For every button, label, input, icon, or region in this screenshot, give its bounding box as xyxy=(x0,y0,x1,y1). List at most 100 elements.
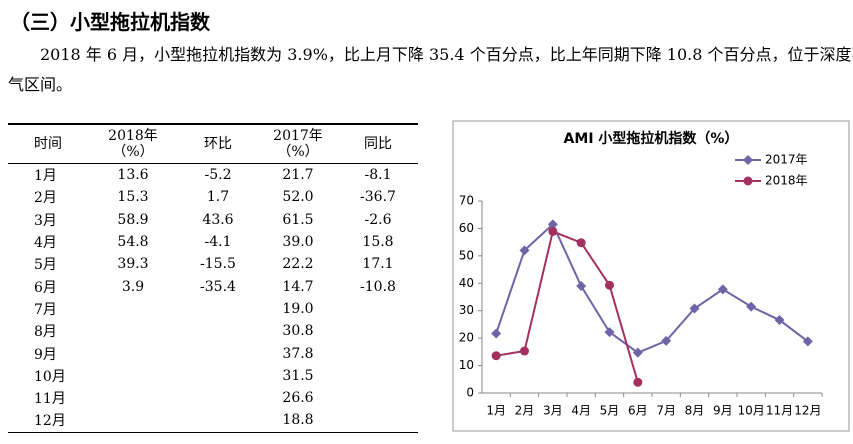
y-tick-label: 10 xyxy=(459,358,474,372)
table-row: 11月 26.6 xyxy=(8,387,418,409)
table-cell: 2月 xyxy=(34,190,57,207)
header-line: （%） xyxy=(277,144,319,160)
table-cell: -4.1 xyxy=(204,234,232,251)
table-row: 2月 15.3 1.7 52.0 -36.7 xyxy=(8,186,418,208)
table-cell: -10.8 xyxy=(360,278,396,295)
table-cell: 54.8 xyxy=(117,234,149,251)
x-tick-label: 2月 xyxy=(515,404,535,418)
data-table: 时间 2018年 （%） 环比 2017年 （%） 同比 1月 13.6 -5.2 21.7 -8.… xyxy=(8,123,418,433)
column-header: 环比 xyxy=(178,123,258,164)
table-cell: 15.3 xyxy=(117,189,149,206)
table-cell: -2.6 xyxy=(364,211,392,228)
y-tick-label: 0 xyxy=(466,386,474,400)
table-cell: 3.9 xyxy=(121,278,145,295)
y-tick-label: 60 xyxy=(459,221,474,235)
table-body: 1月 13.6 -5.2 21.7 -8.1 2月 15.3 1.7 52.0 -36.7 3月 58… xyxy=(8,164,418,433)
point xyxy=(802,336,813,347)
table-cell: 1.7 xyxy=(206,189,230,206)
table-cell xyxy=(178,409,258,433)
table-row: 4月 54.8 -4.1 39.0 15.8 xyxy=(8,231,418,253)
point xyxy=(632,347,643,358)
y-tick-label: 20 xyxy=(459,331,474,345)
x-tick-label: 7月 xyxy=(656,404,676,418)
y-tick-label: 70 xyxy=(459,194,474,208)
table-cell: 61.5 xyxy=(282,211,314,228)
table-cell: 58.9 xyxy=(117,211,149,228)
heading: （三）小型拖拉机指数 xyxy=(10,10,210,34)
header-line: 同比 xyxy=(364,136,392,152)
point xyxy=(604,327,615,338)
series-line xyxy=(495,222,809,354)
point xyxy=(547,219,558,230)
table-cell: 15.8 xyxy=(362,234,394,251)
header-row: 时间 2018年 （%） 环比 2017年 （%） 同比 xyxy=(8,123,418,164)
table-cell: -15.5 xyxy=(200,256,236,273)
table-cell: -35.4 xyxy=(200,278,236,295)
table-cell: 4月 xyxy=(34,235,57,252)
table-cell: 12月 xyxy=(8,409,88,433)
point xyxy=(576,238,586,248)
table-cell: 37.8 xyxy=(282,345,314,362)
point xyxy=(689,303,700,314)
point xyxy=(746,301,757,312)
table-cell xyxy=(88,409,178,433)
table-cell xyxy=(338,409,418,433)
column-header: 2018年 （%） xyxy=(88,123,178,164)
point xyxy=(491,328,502,339)
point xyxy=(605,280,614,290)
table-row: 3月 58.9 43.6 61.5 -2.6 xyxy=(8,209,418,231)
table-cell: 14.7 xyxy=(282,278,314,295)
table-cell: 10月 xyxy=(34,368,66,385)
table-row: 12月 18.8 xyxy=(8,409,418,433)
table-cell: 30.8 xyxy=(282,323,314,340)
x-tick-label: 1月 xyxy=(486,404,506,418)
point xyxy=(633,377,643,387)
table-cell: 21.7 xyxy=(282,167,314,184)
x-tick-label: 8月 xyxy=(685,404,705,418)
x-tick-label: 6月 xyxy=(628,404,648,418)
table-cell: 3月 xyxy=(34,212,57,229)
table-cell: -5.2 xyxy=(204,167,232,184)
column-header: 2017年 （%） xyxy=(258,123,338,164)
table-cell: 18.8 xyxy=(258,409,338,433)
table-cell: 9月 xyxy=(34,346,57,363)
x-tick-label: 5月 xyxy=(600,404,620,418)
table-row: 10月 31.5 xyxy=(8,365,418,387)
point xyxy=(743,155,753,165)
table-cell: -36.7 xyxy=(360,189,396,206)
chart-frame xyxy=(452,120,850,432)
point xyxy=(774,315,785,326)
point xyxy=(548,226,558,236)
header-line: 2018年 xyxy=(108,128,158,144)
y-tick-label: 30 xyxy=(459,303,474,317)
header-line: 2017年 xyxy=(273,128,323,144)
legend-label: 2017年 xyxy=(765,153,808,167)
table-cell: 11月 xyxy=(34,391,66,408)
table-row: 5月 39.3 -15.5 22.2 17.1 xyxy=(8,253,418,275)
x-tick-label: 10月 xyxy=(738,404,765,418)
point xyxy=(717,284,728,295)
table-cell: 39.3 xyxy=(117,256,149,273)
header-line: （%） xyxy=(112,144,154,160)
paragraph: 2018 年 6 月，小型拖拉机指数为 3.9%，比上月下降 35.4 个百分点… xyxy=(8,45,853,94)
x-tick-label: 3月 xyxy=(543,404,563,418)
table-cell: 1月 xyxy=(34,168,57,185)
table-cell: 52.0 xyxy=(282,189,314,206)
table-cell: 7月 xyxy=(34,301,57,318)
table-cell: 13.6 xyxy=(117,167,149,184)
table-cell: 19.0 xyxy=(282,300,314,317)
point xyxy=(576,281,587,292)
column-header: 同比 xyxy=(338,123,418,164)
table-row: 7月 19.0 xyxy=(8,298,418,320)
legend-label: 2018年 xyxy=(765,174,808,188)
table-row: 9月 37.8 xyxy=(8,342,418,364)
chart-title: AMI 小型拖拉机指数（%） xyxy=(564,130,739,147)
x-tick-label: 9月 xyxy=(713,404,733,418)
x-tick-label: 12月 xyxy=(794,404,821,418)
y-tick-label: 50 xyxy=(459,248,474,262)
table-cell: 17.1 xyxy=(362,256,394,273)
table-cell: 26.6 xyxy=(282,390,314,407)
point xyxy=(491,351,501,361)
